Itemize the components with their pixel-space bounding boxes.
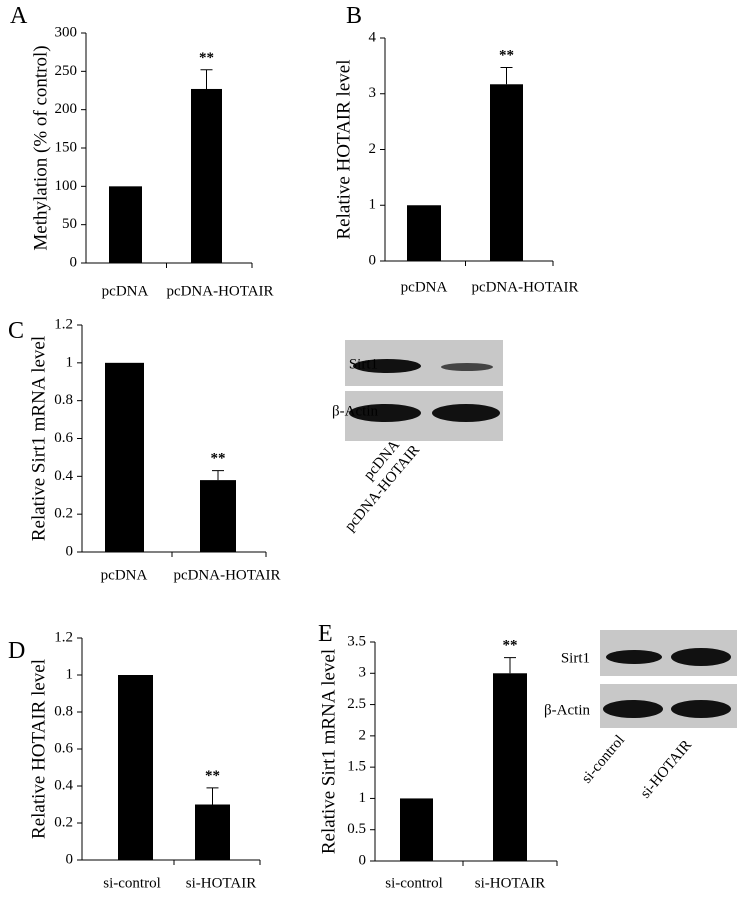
blot-band [432,404,500,422]
y-tick-label: 4 [369,29,377,45]
y-tick-label: 0.2 [54,814,73,830]
y-axis-label: Relative HOTAIR level [333,60,354,240]
blot-lane-label: si-HOTAIR [638,737,696,801]
blot-lane-label: si-control [579,732,628,786]
x-tick-label: si-control [385,875,443,891]
y-tick-label: 3 [369,85,377,101]
blot-band [441,363,493,371]
y-tick-label: 0.6 [54,430,73,446]
significance: ** [503,638,518,654]
bar [490,84,523,262]
y-tick-label: 0.2 [54,506,73,522]
y-tick-label: 0 [359,852,367,868]
bar [407,205,441,261]
y-tick-label: 0.5 [347,821,366,837]
panel-letter: E [318,621,333,647]
panel-letter: D [8,638,25,664]
y-tick-label: 0.4 [54,468,73,484]
y-tick-label: 3.5 [347,633,366,649]
y-tick-label: 0 [369,252,377,268]
blot-row-label: Sirt1 [561,650,590,666]
y-axis-label: Methylation (% of control) [30,45,51,250]
x-tick-label: pcDNA [102,283,149,299]
y-tick-label: 2 [359,727,367,743]
panel-letter: B [346,3,362,29]
panel-letter: A [10,3,28,29]
bar [105,362,144,552]
bar [195,804,230,860]
y-tick-label: 1.5 [347,759,366,775]
significance: ** [199,50,214,66]
bar [191,88,222,263]
x-tick-label: pcDNA-HOTAIR [173,567,280,583]
significance: ** [205,768,220,784]
blot-band [603,700,663,718]
bar [400,798,433,861]
bar [200,480,236,552]
y-tick-label: 2.5 [347,696,366,712]
blot-row-label: β-Actin [332,403,378,419]
y-tick-label: 1 [66,666,74,682]
y-tick-label: 2 [369,141,377,157]
blot-row-label: β-Actin [544,702,590,718]
x-tick-label: pcDNA [101,567,148,583]
bar [493,673,527,861]
blot-band [606,650,662,664]
y-tick-label: 250 [55,63,78,79]
y-tick-label: 100 [55,178,78,194]
y-tick-label: 1.2 [54,316,73,332]
x-tick-label: si-HOTAIR [475,875,545,891]
error-bar [206,787,219,805]
error-bar [200,69,213,89]
y-tick-label: 1 [369,197,377,213]
x-tick-label: si-HOTAIR [186,875,256,891]
y-axis-label: Relative Sirt1 mRNA level [318,649,339,854]
y-tick-label: 0.6 [54,740,73,756]
x-tick-label: si-control [103,875,161,891]
blot-band [349,404,421,422]
y-tick-label: 0.8 [54,392,73,408]
x-tick-label: pcDNA [401,279,448,295]
y-tick-label: 3 [359,665,367,681]
y-tick-label: 0 [70,254,78,270]
blot-c [345,340,503,441]
error-bar [500,67,513,85]
y-axis-label: Relative Sirt1 mRNA level [28,336,49,541]
y-tick-label: 1 [66,354,74,370]
x-tick-label: pcDNA-HOTAIR [471,279,578,295]
significance: ** [499,48,514,64]
blot-band [353,359,421,373]
y-tick-label: 50 [62,216,77,232]
y-tick-label: 0.4 [54,777,73,793]
y-tick-label: 1.2 [54,629,73,645]
bar [118,675,153,860]
bar [109,186,142,263]
y-axis-label: Relative HOTAIR level [28,659,49,839]
y-tick-label: 0.8 [54,703,73,719]
x-tick-label: pcDNA-HOTAIR [166,283,273,299]
y-tick-label: 0 [66,851,74,867]
blot-row-label: Sirt1 [349,356,378,372]
error-bar [504,657,516,674]
y-tick-label: 0 [66,543,74,559]
error-bar [212,470,224,481]
y-tick-label: 200 [55,101,78,117]
blot-e [600,630,737,728]
significance: ** [211,451,226,467]
blot-band [671,648,731,666]
blot-band [671,700,731,718]
y-tick-label: 300 [55,24,78,40]
y-tick-label: 150 [55,139,78,155]
y-tick-label: 1 [359,790,367,806]
panel-letter: C [8,318,24,344]
